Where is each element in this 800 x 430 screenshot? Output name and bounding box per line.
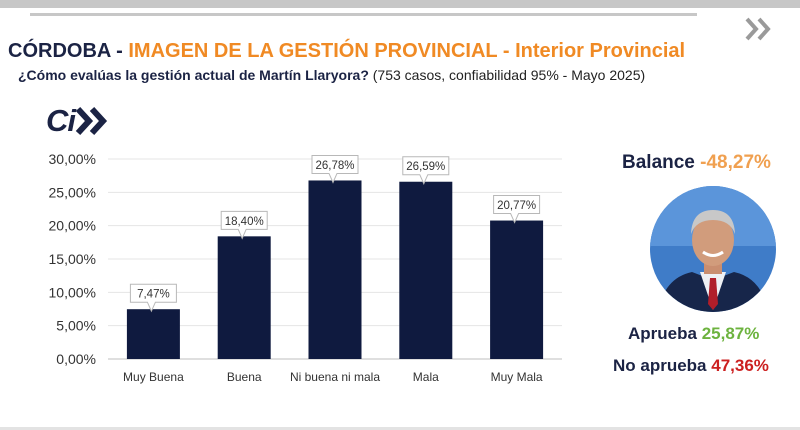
data-label: 26,78% — [315, 160, 354, 172]
x-tick-label: Muy Buena — [123, 370, 184, 384]
approval-summary: Aprueba 25,87% — [628, 324, 759, 344]
y-tick-label: 30,00% — [49, 151, 96, 167]
bar-chart: 0,00% 5,00% 10,00% 15,00% 20,00% 25,00% 30,00%… — [49, 151, 562, 384]
balance-label: Balance — [622, 152, 701, 173]
portrait-image — [650, 186, 776, 312]
aprueba-value: 25,87% — [701, 324, 760, 343]
data-label: 20,77% — [497, 200, 536, 212]
top-banner-bar — [0, 0, 800, 8]
x-tick-label: Muy Mala — [491, 370, 543, 384]
x-tick-label: Buena — [227, 370, 262, 384]
x-tick-label: Ni buena ni mala — [290, 370, 380, 384]
y-tick-label: 0,00% — [56, 351, 96, 367]
bar — [308, 180, 362, 359]
data-label-callout — [220, 210, 268, 240]
disapproval-summary: No aprueba 47,36% — [613, 356, 769, 376]
governor-portrait — [650, 186, 776, 312]
noaprueba-label: No aprueba — [613, 356, 712, 375]
y-tick-label: 20,00% — [49, 218, 96, 234]
footer-divider — [0, 427, 800, 430]
aprueba-label: Aprueba — [628, 324, 702, 343]
header-divider — [30, 13, 697, 16]
y-tick-label: 25,00% — [49, 184, 96, 200]
bar — [126, 309, 180, 359]
bar — [217, 236, 271, 359]
bar — [399, 181, 453, 359]
page-subtitle: ¿Cómo evalúas la gestión actual de Martí… — [18, 67, 645, 83]
title-topic: IMAGEN DE LA GESTIÓN PROVINCIAL - Interi… — [128, 40, 686, 62]
y-tick-label: 5,00% — [56, 318, 96, 334]
data-label: 7,47% — [137, 289, 170, 301]
logo-chevrons-icon — [75, 106, 108, 136]
survey-meta: (753 casos, confiabilidad 95% - Mayo 202… — [368, 67, 646, 83]
data-label-callout — [311, 154, 359, 184]
y-tick-label: 15,00% — [49, 251, 96, 267]
balance-value: -48,27% — [700, 152, 771, 173]
data-label: 26,59% — [406, 161, 445, 173]
data-label-callout — [129, 283, 177, 313]
data-label-callout — [402, 156, 450, 185]
x-tick-label: Mala — [413, 370, 439, 384]
bar — [490, 220, 544, 359]
noaprueba-value: 47,36% — [711, 356, 769, 375]
data-label-callout — [493, 195, 541, 224]
title-region: CÓRDOBA - — [8, 40, 129, 62]
y-tick-label: 10,00% — [49, 284, 96, 300]
survey-question: ¿Cómo evalúas la gestión actual de Martí… — [18, 67, 369, 83]
page-title: CÓRDOBA - IMAGEN DE LA GESTIÓN PROVINCIA… — [8, 40, 685, 63]
double-chevron-right-icon — [745, 17, 771, 41]
data-label: 18,40% — [225, 216, 264, 228]
balance-summary: Balance -48,27% — [622, 152, 771, 174]
logo-text: Ci — [46, 103, 76, 138]
